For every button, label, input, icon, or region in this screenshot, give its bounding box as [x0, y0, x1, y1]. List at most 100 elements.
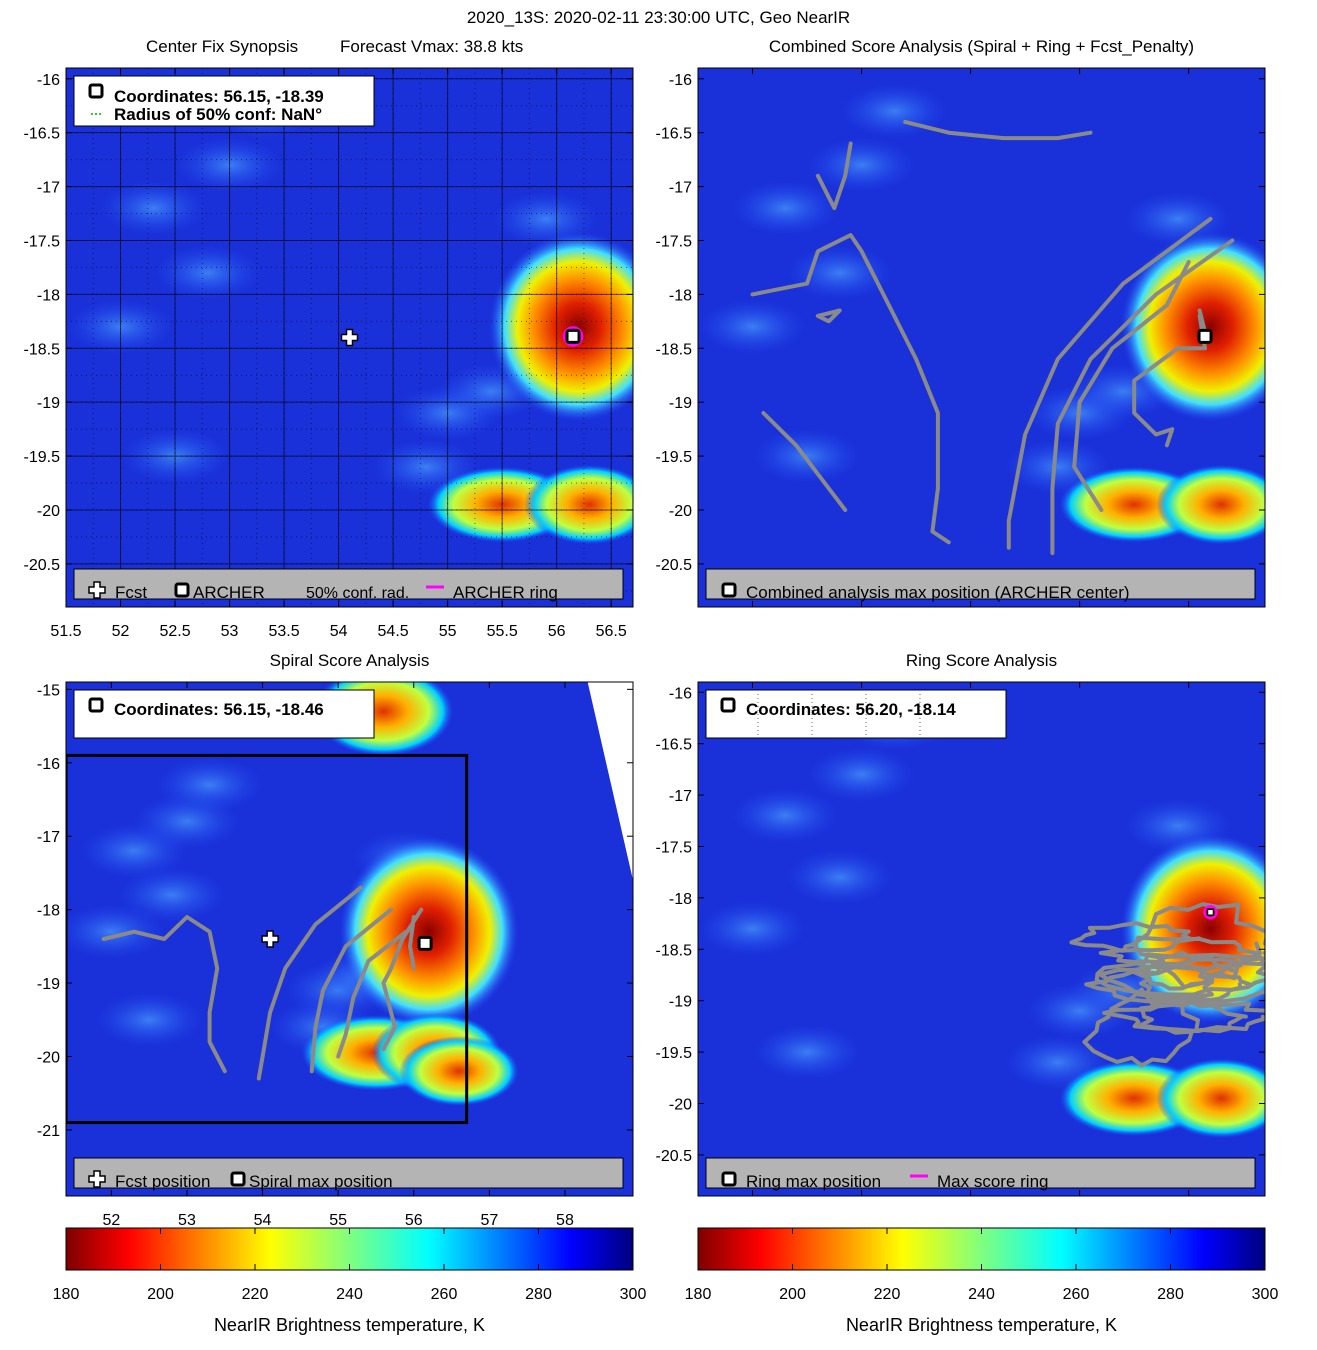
info-box — [73, 75, 375, 127]
score-contour — [750, 233, 951, 545]
y-tick-label: -20 — [37, 1049, 60, 1066]
forecast-marker — [261, 930, 279, 948]
y-tick-label: -18 — [669, 891, 692, 908]
colorbar-tick-label: 200 — [147, 1286, 174, 1303]
legend-box — [705, 568, 1256, 600]
legend-archer-label: ARCHER — [193, 583, 265, 602]
y-tick-label: -16.5 — [656, 126, 693, 143]
colorbar-right: 180 200 220 240 260 280 300 NearIR Brightness t… — [685, 1227, 1279, 1335]
legend-box — [73, 1157, 624, 1189]
x-tick-label: 51.5 — [50, 623, 81, 640]
colorbar-tick-label: 220 — [874, 1286, 901, 1303]
score-contour — [101, 915, 227, 1074]
ring-score-contour — [1098, 935, 1265, 972]
colorbar-tick-label: 280 — [525, 1286, 552, 1303]
storm-core — [488, 231, 633, 422]
x-tick-label: 52 — [102, 1212, 120, 1229]
y-tick-label: -20 — [37, 503, 60, 520]
forecast-marker — [340, 328, 359, 347]
cloud-streak — [806, 137, 917, 194]
cloud-streak — [154, 756, 265, 813]
archer-ring — [562, 326, 584, 347]
y-tick-label: -19.5 — [656, 1045, 693, 1062]
axes-frame — [697, 67, 1266, 608]
panel-synopsis: -16 -16.5 -17 -17.5 -18 -18.5 -19 -19.5 -20 -20.5… — [24, 67, 634, 640]
ring-score-contour — [1098, 957, 1265, 1004]
y-tick-label: -17.5 — [656, 839, 693, 856]
score-contour — [1132, 313, 1207, 448]
info-square-icon — [88, 697, 104, 713]
legend-box — [705, 1157, 1256, 1189]
x-tick-label: 54 — [330, 623, 348, 640]
colorbar-tick-label: 260 — [1063, 1286, 1090, 1303]
x-tick-label: 56.5 — [596, 623, 627, 640]
y-tick-label: -18 — [669, 287, 692, 304]
cloud-streak — [98, 180, 209, 237]
ring-max-marker — [1206, 908, 1215, 917]
panel-ring: -16 -16.5 -17 -17.5 -18 -18.5 -19 -19.5 -20 -20.5… — [656, 681, 1266, 1197]
y-tick-label: -20 — [669, 1096, 692, 1113]
cloud-streak — [730, 787, 841, 844]
y-tick-label: -19 — [37, 976, 60, 993]
axes-frame — [65, 67, 634, 608]
panel-spiral: -15 -16 -17 -18 -19 -20 -21 52 53 54 55 56 57 58 Coord… — [37, 681, 634, 1229]
x-tick-label: 55 — [329, 1212, 347, 1229]
legend-fcst-label: Fcst position — [115, 1172, 210, 1191]
spiral-max-marker — [417, 935, 433, 951]
info-box — [705, 689, 1007, 739]
axes-frame — [65, 681, 634, 1197]
x-tick-label: 54.5 — [378, 623, 409, 640]
colorbar-tick-label: 200 — [779, 1286, 806, 1303]
cloud-streak — [806, 746, 917, 803]
colorbar-tick-label: 300 — [1252, 1286, 1279, 1303]
score-contour — [408, 915, 416, 971]
brightness-field — [698, 682, 1265, 1196]
info-square-icon — [88, 83, 104, 99]
y-tick-label: -19 — [669, 994, 692, 1011]
colorbar-gradient — [65, 1227, 634, 1271]
y-tick-label: -20.5 — [656, 1148, 693, 1165]
cloud-streak — [784, 244, 895, 301]
colorbar-tick-label: 180 — [53, 1286, 80, 1303]
x-tick-label: 55.5 — [487, 623, 518, 640]
legend-max-label: Spiral max position — [249, 1172, 393, 1191]
ring-score-contour — [1139, 1000, 1248, 1035]
x-tick-label: 52.5 — [159, 623, 190, 640]
info-box — [73, 689, 375, 739]
y-tick-label: -20.5 — [656, 557, 693, 574]
info-coordinates: Coordinates: 56.15, -18.46 — [114, 700, 324, 719]
y-tick-label: -16 — [669, 72, 692, 89]
colorbar-tick-label: 280 — [1157, 1286, 1184, 1303]
legend-max-icon — [721, 582, 737, 598]
max-score-ring — [1203, 905, 1218, 920]
colorbar-tick-label: 180 — [685, 1286, 712, 1303]
legend-fcst-icon — [88, 581, 106, 599]
legend-fcst-icon — [88, 1170, 106, 1188]
colorbar-label: NearIR Brightness temperature, K — [214, 1315, 485, 1335]
combined-title: Combined Score Analysis (Spiral + Ring +… — [768, 37, 1195, 56]
rain-band — [1156, 464, 1265, 545]
y-tick-label: -17 — [669, 788, 692, 805]
legend-archer-icon — [174, 582, 190, 598]
y-tick-label: -16 — [669, 685, 692, 702]
rain-band — [1156, 1058, 1265, 1139]
y-tick-label: -17.5 — [24, 233, 61, 250]
x-tick-label: 53 — [221, 623, 239, 640]
axes-frame — [697, 681, 1266, 1197]
synopsis-title: Center Fix Synopsis — [146, 37, 299, 56]
colorbar-tick-label: 260 — [431, 1286, 458, 1303]
y-tick-label: -19 — [37, 395, 60, 412]
y-tick-label: -15 — [37, 682, 60, 699]
y-tick-label: -17.5 — [656, 233, 693, 250]
panel-combined: -16 -16.5 -17 -17.5 -18 -18.5 -19 -19.5 -20 -20.5… — [656, 67, 1266, 608]
x-tick-label: 53.5 — [269, 623, 300, 640]
score-contour — [309, 907, 394, 1074]
score-contour — [1050, 238, 1235, 556]
analysis-box — [66, 753, 469, 1125]
rain-band — [524, 464, 633, 545]
score-contour — [903, 119, 1093, 141]
synopsis-vmax: Forecast Vmax: 38.8 kts — [340, 37, 524, 56]
y-tick-label: -18.5 — [24, 341, 61, 358]
y-tick-label: -16.5 — [656, 737, 693, 754]
